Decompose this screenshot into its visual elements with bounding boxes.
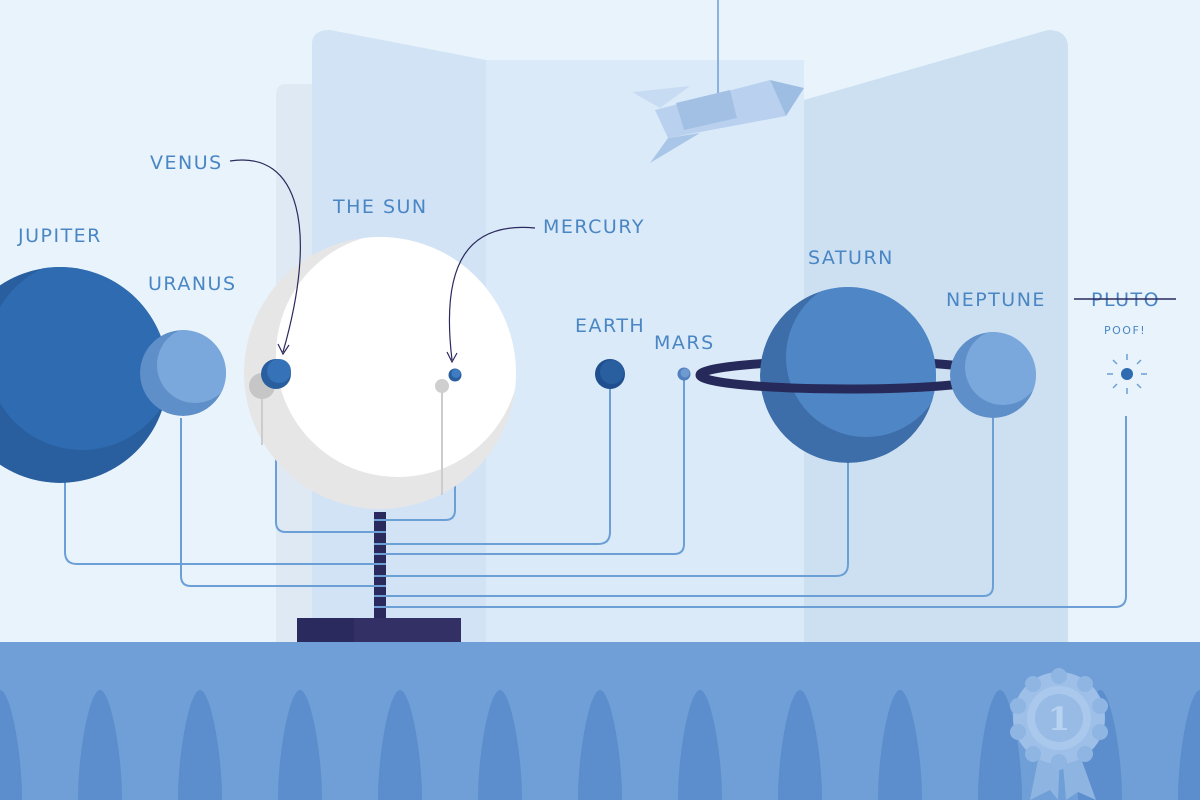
mars-planet [677,367,691,381]
pluto-poof-icon [1107,354,1147,394]
sun [244,237,516,509]
label-pluto: PLUTO [1091,289,1160,311]
label-mars: MARS [654,332,715,354]
ribbon-number: 1 [1048,700,1070,738]
label-uranus: URANUS [148,273,237,295]
label-venus: VENUS [150,152,223,174]
first-place-ribbon-icon: 1 [1010,668,1108,800]
venus-planet [261,359,291,389]
neptune-planet [950,332,1036,418]
label-mercury: MERCURY [543,216,645,238]
mercury-arrow [448,226,536,361]
jupiter-planet [0,267,168,483]
label-saturn: SATURN [808,247,894,269]
label-pluto-note: POOF! [1104,324,1146,337]
label-earth: EARTH [575,315,645,337]
venus-arrow [229,159,301,353]
orbit-wires [64,378,1127,608]
uranus-planet [140,330,226,416]
label-neptune: NEPTUNE [946,289,1046,311]
table [0,642,1200,800]
label-the-sun: THE SUN [332,196,428,218]
label-jupiter: JUPITER [17,225,102,247]
earth-planet [595,359,625,389]
planet-labels: VENUS THE SUN MERCURY JUPITER URANUS EAR… [17,152,1176,354]
mercury-planet [448,368,462,382]
rocket-icon [632,0,804,163]
pointer-arrows [229,159,536,364]
model-stand [297,512,461,642]
board-right-panel [804,30,1068,642]
